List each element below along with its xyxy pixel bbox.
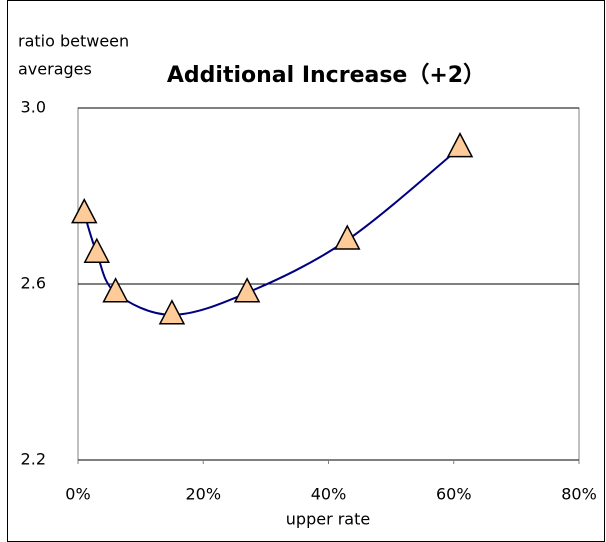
marker	[334, 224, 361, 250]
y-tick-label: 2.2	[21, 450, 46, 469]
x-tick-label: 60%	[436, 485, 472, 504]
marker	[102, 277, 129, 303]
marker	[446, 131, 474, 158]
x-axis-label: upper rate	[286, 510, 370, 529]
x-tick-label: 40%	[311, 485, 347, 504]
marker	[233, 277, 261, 303]
y-axis-label: averages	[18, 60, 92, 79]
x-tick-label: 0%	[65, 485, 90, 504]
x-tick-label: 80%	[561, 485, 597, 504]
x-tick-label: 20%	[185, 485, 221, 504]
y-tick-label: 3.0	[21, 98, 46, 117]
marker	[71, 197, 98, 224]
chart-title: Additional Increase（+2）	[167, 63, 485, 88]
marker	[83, 237, 111, 263]
y-tick-label: 2.6	[21, 274, 46, 293]
marker	[158, 299, 186, 325]
y-axis-label: ratio between	[18, 32, 129, 51]
